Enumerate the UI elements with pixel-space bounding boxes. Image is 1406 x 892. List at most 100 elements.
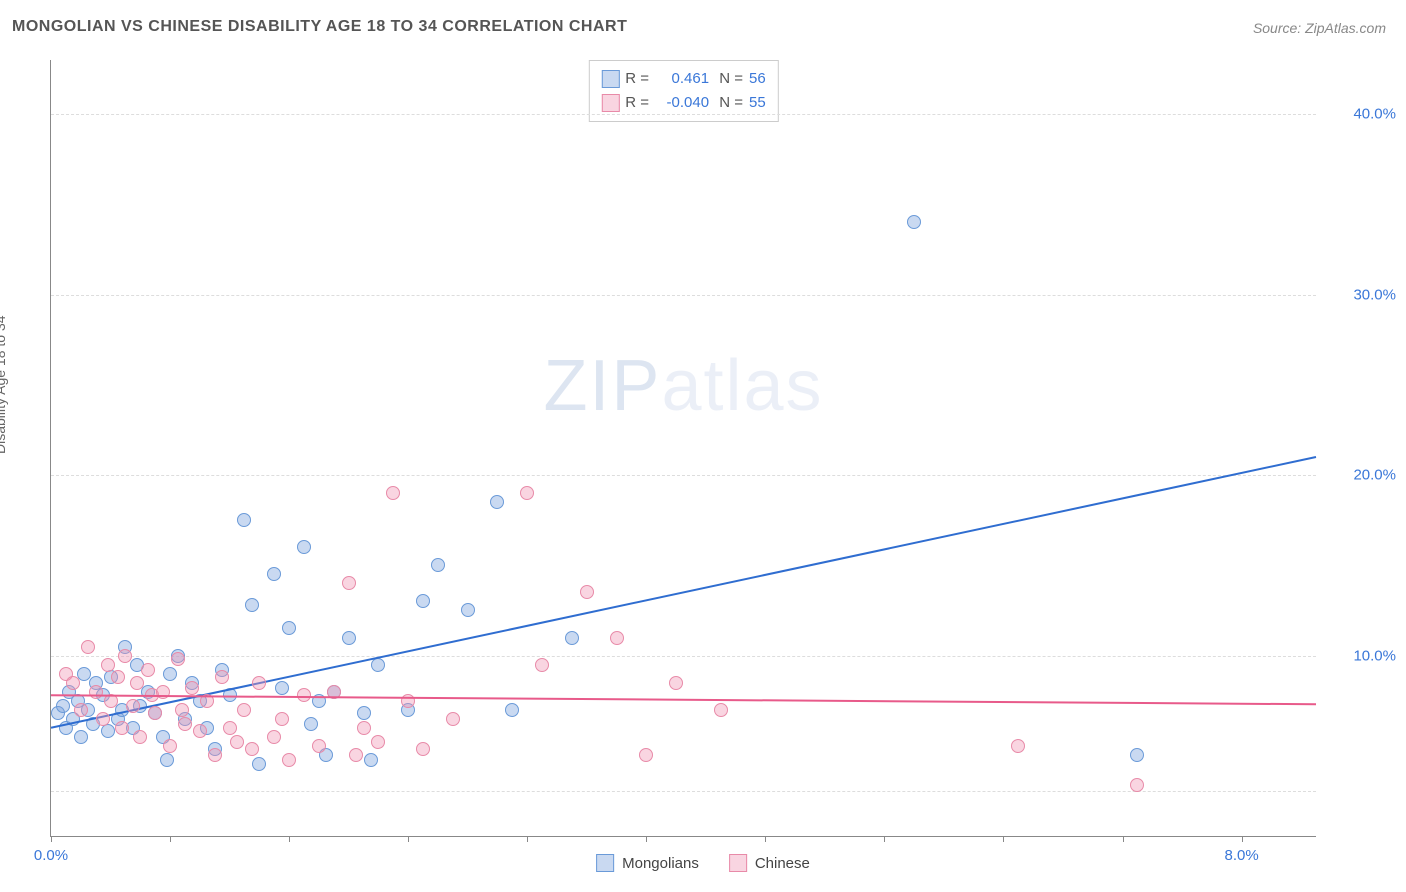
swatch-chinese [729, 854, 747, 872]
legend-row-chinese: R = -0.040 N = 55 [601, 91, 765, 115]
data-point [342, 576, 356, 590]
data-point [297, 540, 311, 554]
legend-row-mongolians: R = 0.461 N = 56 [601, 67, 765, 91]
x-tick [765, 836, 766, 842]
x-tick [527, 836, 528, 842]
data-point [610, 631, 624, 645]
data-point [193, 724, 207, 738]
chart-title: MONGOLIAN VS CHINESE DISABILITY AGE 18 T… [12, 18, 627, 36]
data-point [185, 681, 199, 695]
x-tick [884, 836, 885, 842]
data-point [126, 699, 140, 713]
data-point [215, 670, 229, 684]
data-point [133, 730, 147, 744]
data-point [907, 215, 921, 229]
chart-container: MONGOLIAN VS CHINESE DISABILITY AGE 18 T… [0, 0, 1406, 892]
swatch-mongolians [596, 854, 614, 872]
data-point [156, 685, 170, 699]
data-point [267, 567, 281, 581]
data-point [223, 721, 237, 735]
x-tick [170, 836, 171, 842]
data-point [431, 558, 445, 572]
data-point [163, 739, 177, 753]
x-tick [51, 836, 52, 842]
data-point [96, 712, 110, 726]
data-point [669, 676, 683, 690]
data-point [349, 748, 363, 762]
data-point [416, 594, 430, 608]
data-point [252, 757, 266, 771]
data-point [714, 703, 728, 717]
source-attribution: Source: ZipAtlas.com [1253, 20, 1386, 36]
data-point [223, 688, 237, 702]
data-point [416, 742, 430, 756]
plot-area: ZIPatlas R = 0.461 N = 56 R = -0.040 N =… [50, 60, 1316, 837]
data-point [66, 676, 80, 690]
data-point [118, 649, 132, 663]
data-point [89, 685, 103, 699]
data-point [101, 724, 115, 738]
x-tick-label: 0.0% [34, 847, 68, 864]
data-point [401, 694, 415, 708]
watermark: ZIPatlas [543, 345, 823, 427]
gridline [51, 295, 1316, 296]
data-point [520, 486, 534, 500]
trend-line [51, 60, 1316, 836]
y-axis-label: Disability Age 18 to 34 [0, 315, 8, 454]
data-point [505, 703, 519, 717]
data-point [580, 585, 594, 599]
data-point [282, 621, 296, 635]
x-tick [1123, 836, 1124, 842]
data-point [115, 721, 129, 735]
swatch-mongolians [601, 70, 619, 88]
data-point [357, 706, 371, 720]
x-tick [289, 836, 290, 842]
data-point [461, 603, 475, 617]
data-point [171, 652, 185, 666]
data-point [111, 670, 125, 684]
data-point [200, 694, 214, 708]
data-point [364, 753, 378, 767]
data-point [101, 658, 115, 672]
data-point [312, 694, 326, 708]
data-point [163, 667, 177, 681]
data-point [371, 658, 385, 672]
data-point [237, 703, 251, 717]
data-point [446, 712, 460, 726]
data-point [1130, 748, 1144, 762]
data-point [178, 717, 192, 731]
data-point [371, 735, 385, 749]
data-point [386, 486, 400, 500]
series-legend: Mongolians Chinese [596, 854, 810, 872]
gridline [51, 791, 1316, 792]
y-tick-label: 10.0% [1326, 647, 1396, 664]
data-point [230, 735, 244, 749]
data-point [357, 721, 371, 735]
data-point [175, 703, 189, 717]
data-point [342, 631, 356, 645]
data-point [275, 712, 289, 726]
data-point [282, 753, 296, 767]
y-tick-label: 40.0% [1326, 106, 1396, 123]
data-point [490, 495, 504, 509]
gridline [51, 656, 1316, 657]
data-point [252, 676, 266, 690]
data-point [1130, 778, 1144, 792]
legend-item-chinese: Chinese [729, 854, 810, 872]
legend-item-mongolians: Mongolians [596, 854, 699, 872]
data-point [141, 663, 155, 677]
x-tick [1003, 836, 1004, 842]
y-tick-label: 20.0% [1326, 467, 1396, 484]
data-point [245, 598, 259, 612]
x-tick [408, 836, 409, 842]
x-tick [1242, 836, 1243, 842]
gridline [51, 114, 1316, 115]
trend-line [51, 60, 1316, 836]
x-tick-label: 8.0% [1224, 847, 1258, 864]
data-point [275, 681, 289, 695]
data-point [208, 748, 222, 762]
y-tick-label: 30.0% [1326, 286, 1396, 303]
data-point [160, 753, 174, 767]
gridline [51, 475, 1316, 476]
data-point [297, 688, 311, 702]
